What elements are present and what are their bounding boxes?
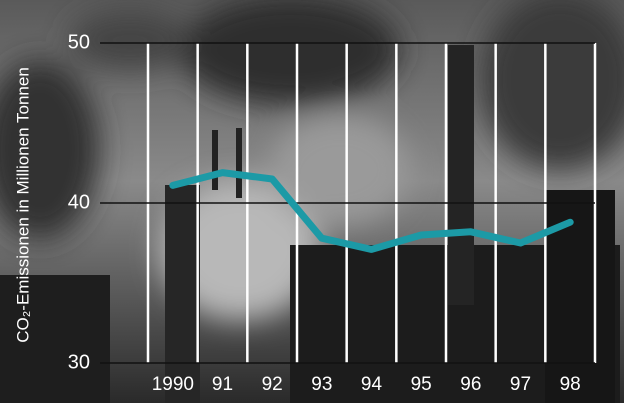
x-tick-label: 98 (560, 374, 581, 395)
x-tick-label: 91 (212, 374, 233, 395)
y-tick-label: 30 (68, 351, 90, 373)
x-tick-label: 96 (460, 374, 481, 395)
x-tick-label: 92 (262, 374, 283, 395)
x-tick-label: 97 (510, 374, 531, 395)
y-axis-label: CO₂-Emissionen in Millionen Tonnen (13, 67, 32, 343)
x-tick-label: 1990 (152, 374, 194, 395)
x-tick-label: 94 (361, 374, 383, 395)
x-tick-label: 93 (311, 374, 332, 395)
data-line (169, 169, 574, 253)
y-tick-label: 50 (68, 31, 90, 53)
x-tick-label: 95 (411, 374, 432, 395)
y-tick-label: 40 (68, 191, 90, 213)
